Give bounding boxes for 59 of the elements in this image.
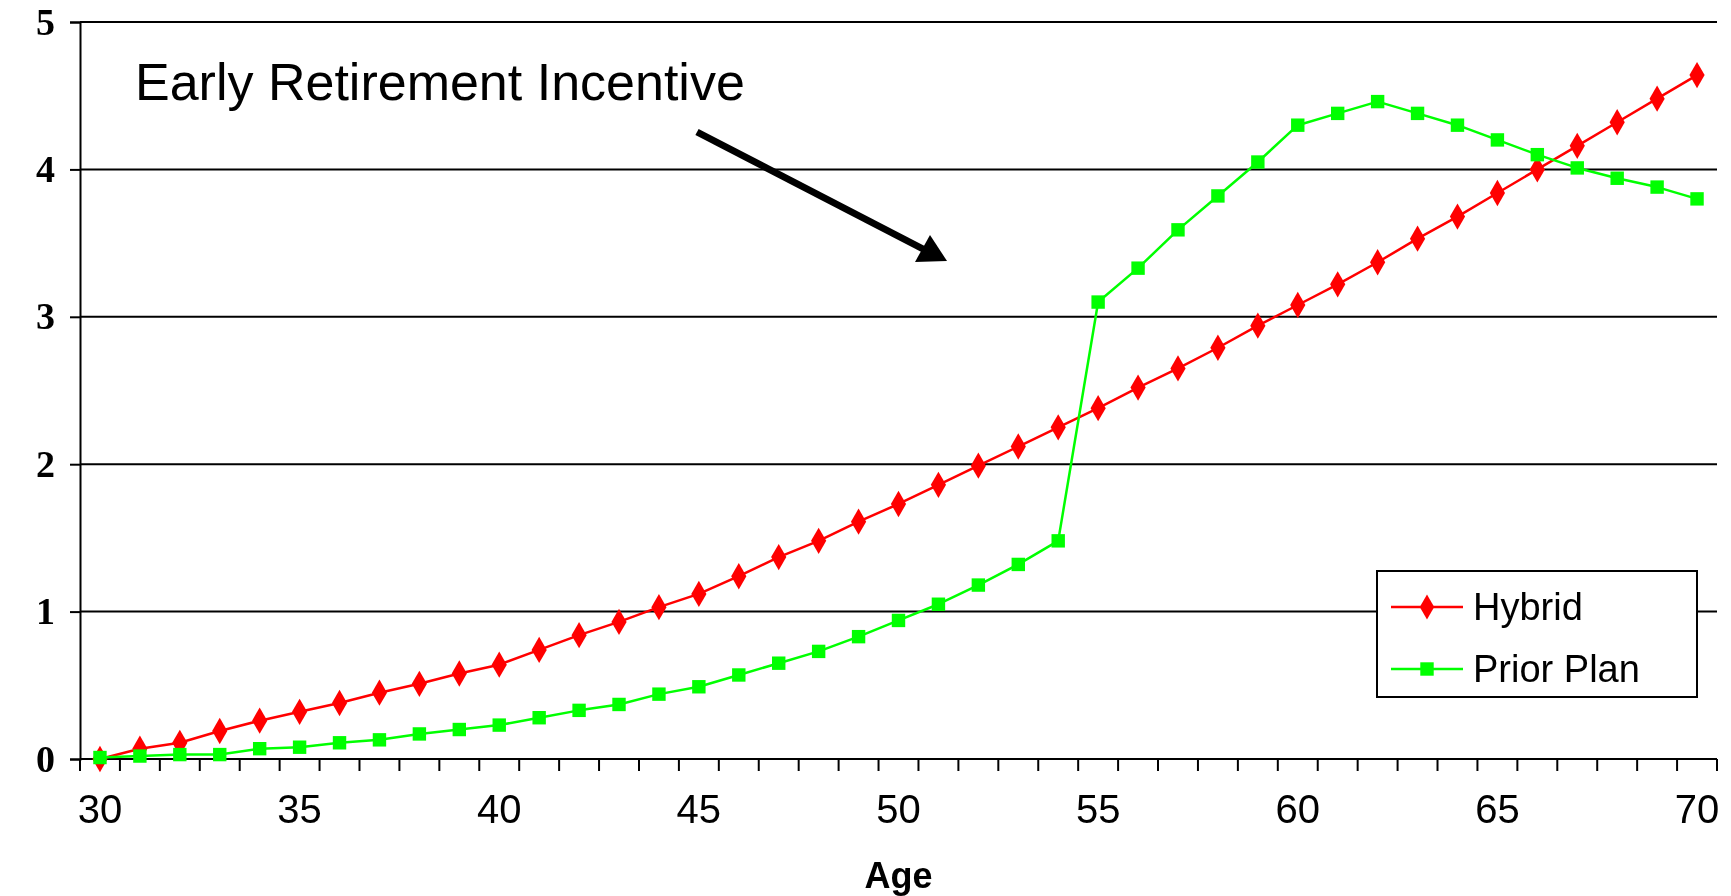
- x-tick-label: 65: [1475, 787, 1520, 832]
- point: [452, 722, 467, 737]
- point: [612, 697, 626, 712]
- x-tick-label: 60: [1275, 787, 1321, 832]
- legend-label: Prior Plan: [1473, 648, 1640, 690]
- point: [1490, 133, 1505, 147]
- point: [652, 687, 666, 701]
- point: [891, 613, 906, 628]
- point: [133, 749, 147, 763]
- point: [1211, 189, 1225, 203]
- legend-label: Hybrid: [1473, 586, 1583, 628]
- point: [931, 597, 946, 611]
- point: [1690, 192, 1704, 206]
- point: [492, 718, 506, 732]
- point: [1091, 295, 1105, 309]
- point: [532, 711, 546, 725]
- point: [692, 680, 706, 694]
- point: [173, 747, 187, 762]
- point: [1011, 557, 1025, 572]
- point: [1610, 171, 1624, 185]
- point: [1410, 106, 1425, 121]
- point: [1650, 180, 1664, 194]
- point: [572, 703, 586, 718]
- point: [811, 644, 826, 659]
- point: [292, 740, 307, 754]
- x-tick-label: 40: [476, 787, 522, 832]
- point: [772, 656, 786, 670]
- point: [332, 736, 347, 750]
- x-tick-label: 30: [77, 787, 123, 832]
- point: [1291, 118, 1305, 132]
- y-tick-label: 3: [36, 295, 55, 338]
- y-tick-label: 2: [36, 442, 55, 485]
- point: [1530, 147, 1545, 162]
- point: [971, 578, 986, 592]
- point: [851, 629, 866, 644]
- point: [213, 747, 227, 762]
- point: [372, 733, 387, 747]
- point: [252, 741, 267, 756]
- annotation: Early Retirement Incentive: [135, 53, 745, 111]
- point: [1131, 261, 1145, 275]
- point: [1330, 106, 1345, 121]
- point: [1570, 161, 1584, 175]
- y-tick-label: 5: [36, 0, 55, 43]
- point: [732, 668, 746, 682]
- y-tick-label: 4: [36, 148, 55, 191]
- x-tick-label: 35: [277, 787, 322, 832]
- x-axis-title: Age: [864, 855, 933, 896]
- point: [412, 727, 427, 741]
- y-tick-label: 1: [36, 590, 55, 633]
- x-tick-label: 55: [1075, 787, 1121, 832]
- point: [1251, 155, 1265, 169]
- x-tick-label: 70: [1674, 787, 1720, 832]
- x-tick-label: 50: [876, 787, 921, 832]
- point: [1051, 534, 1065, 548]
- point: [1450, 118, 1465, 132]
- point: [1171, 223, 1185, 237]
- point: [1370, 94, 1385, 109]
- x-tick-label: 45: [676, 787, 722, 832]
- y-tick-label: 0: [36, 737, 55, 780]
